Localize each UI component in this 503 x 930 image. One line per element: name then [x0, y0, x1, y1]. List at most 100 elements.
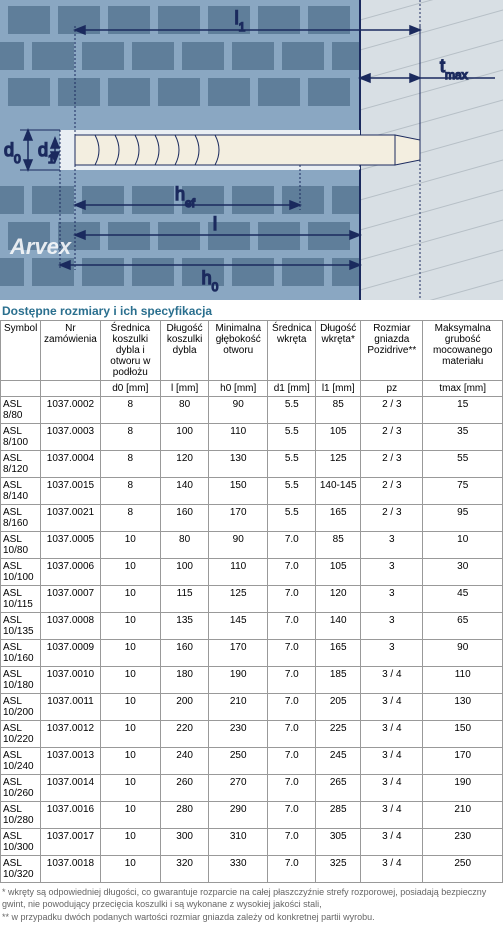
cell: 3 / 4 [361, 775, 423, 802]
cell: 7.0 [268, 748, 316, 775]
cell: 225 [316, 721, 361, 748]
unit-cell: pz [361, 381, 423, 397]
cell: 310 [209, 829, 268, 856]
cell: 5.5 [268, 424, 316, 451]
table-row: ASL 10/1001037.0006101001107.0105330 [1, 559, 503, 586]
cell: 5.5 [268, 451, 316, 478]
cell: 130 [209, 451, 268, 478]
cell: 265 [316, 775, 361, 802]
col-d1: Średnica wkręta [268, 321, 316, 381]
cell: 65 [423, 613, 503, 640]
cell: 170 [209, 505, 268, 532]
cell: 125 [316, 451, 361, 478]
cell: 10 [100, 856, 161, 883]
cell: 165 [316, 505, 361, 532]
cell: 45 [423, 586, 503, 613]
cell: 290 [209, 802, 268, 829]
cell: 3 [361, 559, 423, 586]
cell: 250 [209, 748, 268, 775]
cell: 1037.0021 [41, 505, 100, 532]
unit-cell [41, 381, 100, 397]
cell: 7.0 [268, 829, 316, 856]
cell: 140 [161, 478, 209, 505]
cell: 85 [316, 397, 361, 424]
cell: 80 [161, 397, 209, 424]
cell: 2 / 3 [361, 478, 423, 505]
cell: 115 [161, 586, 209, 613]
diagram-svg: l1 tmax d0 d1 hef l h0 Arvex [0, 0, 503, 300]
cell: 3 / 4 [361, 829, 423, 856]
cell: 10 [100, 640, 161, 667]
table-header-row: Symbol Nr zamówienia Średnica koszulki d… [1, 321, 503, 381]
cell: ASL 10/260 [1, 775, 41, 802]
cell: 10 [100, 721, 161, 748]
table-row: ASL 10/1151037.0007101151257.0120345 [1, 586, 503, 613]
cell: 1037.0003 [41, 424, 100, 451]
cell: 145 [209, 613, 268, 640]
cell: 10 [100, 802, 161, 829]
cell: 120 [161, 451, 209, 478]
cell: 205 [316, 694, 361, 721]
table-row: ASL 8/1401037.001581401505.5140-1452 / 3… [1, 478, 503, 505]
cell: 7.0 [268, 640, 316, 667]
cell: 10 [100, 694, 161, 721]
cell: 100 [161, 424, 209, 451]
cell: 8 [100, 451, 161, 478]
cell: 2 / 3 [361, 424, 423, 451]
cell: 165 [316, 640, 361, 667]
cell: 1037.0012 [41, 721, 100, 748]
cell: 1037.0015 [41, 478, 100, 505]
cell: 135 [161, 613, 209, 640]
cell: 95 [423, 505, 503, 532]
cell: 10 [423, 532, 503, 559]
cell: 7.0 [268, 667, 316, 694]
col-h0: Minimalna głębokość otworu [209, 321, 268, 381]
cell: 80 [161, 532, 209, 559]
cell: 280 [161, 802, 209, 829]
cell: 7.0 [268, 775, 316, 802]
cell: 320 [161, 856, 209, 883]
cell: 140-145 [316, 478, 361, 505]
cell: 90 [209, 532, 268, 559]
cell: 110 [209, 424, 268, 451]
cell: 10 [100, 829, 161, 856]
cell: 1037.0014 [41, 775, 100, 802]
cell: 8 [100, 424, 161, 451]
cell: 100 [161, 559, 209, 586]
cell: 15 [423, 397, 503, 424]
unit-cell: l1 [mm] [316, 381, 361, 397]
cell: 5.5 [268, 397, 316, 424]
unit-cell: h0 [mm] [209, 381, 268, 397]
cell: 230 [209, 721, 268, 748]
cell: 1037.0018 [41, 856, 100, 883]
cell: 285 [316, 802, 361, 829]
cell: 10 [100, 559, 161, 586]
cell: 250 [423, 856, 503, 883]
cell: ASL 10/180 [1, 667, 41, 694]
cell: 85 [316, 532, 361, 559]
table-row: ASL 10/2001037.0011102002107.02053 / 413… [1, 694, 503, 721]
cell: 1037.0017 [41, 829, 100, 856]
unit-cell: l [mm] [161, 381, 209, 397]
table-row: ASL 10/1351037.0008101351457.0140365 [1, 613, 503, 640]
cell: 7.0 [268, 532, 316, 559]
cell: 1037.0006 [41, 559, 100, 586]
cell: ASL 10/80 [1, 532, 41, 559]
cell: ASL 10/320 [1, 856, 41, 883]
col-l: Długość koszulki dybla [161, 321, 209, 381]
cell: 3 / 4 [361, 802, 423, 829]
cell: 180 [161, 667, 209, 694]
cell: 3 [361, 586, 423, 613]
cell: ASL 10/160 [1, 640, 41, 667]
cell: 210 [423, 802, 503, 829]
unit-cell [1, 381, 41, 397]
table-row: ASL 10/801037.00051080907.085310 [1, 532, 503, 559]
col-order-no: Nr zamówienia [41, 321, 100, 381]
table-row: ASL 8/1601037.002181601705.51652 / 395 [1, 505, 503, 532]
table-body: ASL 8/801037.0002880905.5852 / 315ASL 8/… [1, 397, 503, 883]
cell: 1037.0010 [41, 667, 100, 694]
cell: ASL 10/300 [1, 829, 41, 856]
cell: 305 [316, 829, 361, 856]
footnote-1: * wkręty są odpowiedniej długości, co gw… [2, 887, 501, 910]
cell: 3 / 4 [361, 856, 423, 883]
